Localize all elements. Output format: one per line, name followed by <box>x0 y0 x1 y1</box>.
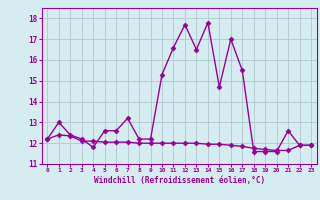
X-axis label: Windchill (Refroidissement éolien,°C): Windchill (Refroidissement éolien,°C) <box>94 176 265 185</box>
